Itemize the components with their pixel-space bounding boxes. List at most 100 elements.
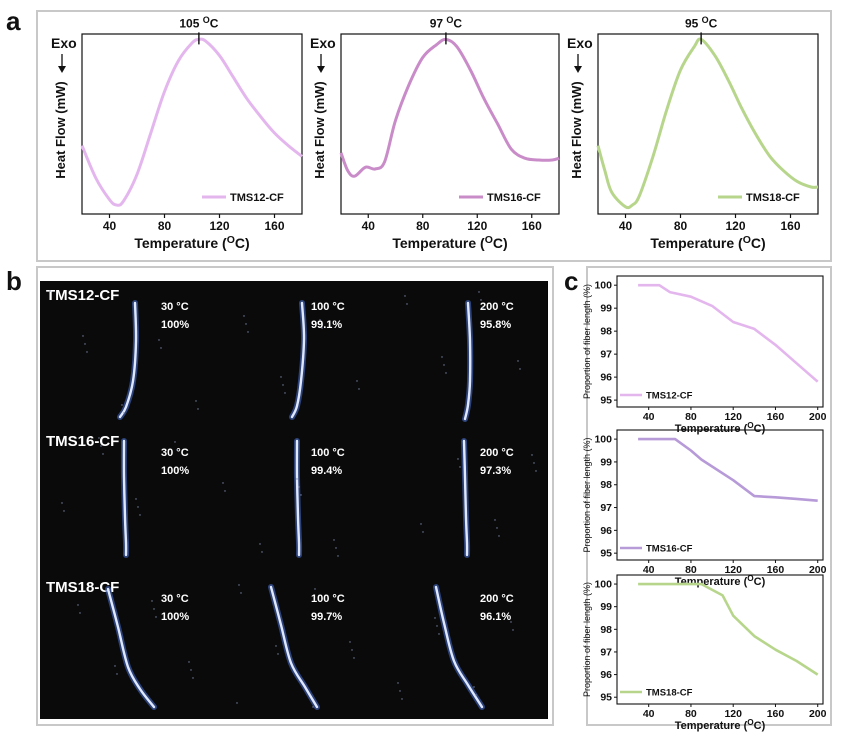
y-tick-label: 97: [600, 502, 612, 514]
legend-label: TMS12-CF: [646, 391, 693, 402]
y-tick-label: 100: [594, 280, 612, 292]
fiber-photo-cell: 200 °C 96.1%: [378, 573, 547, 719]
y-tick-label: 97: [600, 349, 612, 361]
y-tick-label: 99: [600, 601, 612, 613]
dust-speck: [261, 551, 263, 553]
legend-label: TMS12-CF: [230, 192, 284, 204]
dust-speck: [296, 478, 298, 480]
dust-speck: [188, 661, 190, 663]
dust-speck: [224, 490, 226, 492]
dust-speck: [519, 368, 521, 370]
dust-speck: [321, 327, 323, 329]
fiber-strand: [295, 439, 301, 557]
x-tick-label: 80: [685, 564, 697, 576]
dust-speck: [406, 303, 408, 305]
dust-speck: [114, 665, 116, 667]
length-percent-label: 100%: [161, 465, 190, 477]
fiber-photo-grid: TMS12-CF 30 °C 100% 100 °C 99.1% 200 °C 95.8% T…: [40, 281, 548, 719]
dust-speck: [123, 412, 125, 414]
fiber-photo-cell: 200 °C 95.8%: [378, 281, 547, 427]
x-tick-label: 120: [209, 219, 229, 233]
y-tick-label: 99: [600, 303, 612, 315]
x-tick-label: 80: [158, 219, 172, 233]
dust-speck: [197, 408, 199, 410]
y-axis-label: Proportion of fiber length (%): [582, 284, 592, 399]
dust-speck: [531, 454, 533, 456]
x-tick-label: 40: [619, 219, 633, 233]
dust-speck: [298, 486, 300, 488]
y-axis-label: Heat Flow (mW): [569, 81, 584, 179]
panel-c-frame: [586, 266, 832, 726]
dust-speck: [512, 629, 514, 631]
dust-speck: [155, 616, 157, 618]
x-axis-label: Temperature (OC): [675, 421, 766, 435]
x-tick-label: 160: [767, 564, 785, 576]
dust-speck: [401, 698, 403, 700]
dust-speck: [422, 531, 424, 533]
y-tick-label: 98: [600, 624, 612, 636]
y-tick-label: 96: [600, 372, 612, 384]
x-tick-label: 80: [685, 411, 697, 423]
dust-speck: [475, 694, 477, 696]
dust-speck: [399, 690, 401, 692]
fiber-strand: [269, 585, 319, 709]
fiber-strand: [462, 439, 469, 557]
length-percent-label: 100%: [161, 319, 190, 331]
sample-label: TMS12-CF: [46, 287, 120, 304]
x-axis-label: Temperature (OC): [392, 234, 507, 251]
dust-speck: [84, 343, 86, 345]
y-tick-label: 97: [600, 646, 612, 658]
length-percent-label: 99.4%: [311, 465, 343, 477]
length-chart-3: 40 80 120 160 200 95 96 97 98 99 100 TMS18-CF Propor…: [582, 574, 827, 732]
temperature-label: 30 °C: [161, 447, 189, 459]
length-percent-label: 100%: [161, 611, 190, 623]
dust-speck: [333, 539, 335, 541]
length-line: [638, 283, 819, 383]
exo-arrow-head: [317, 66, 325, 73]
dust-speck: [277, 653, 279, 655]
x-tick-label: 160: [767, 708, 785, 720]
x-tick-label: 200: [809, 708, 827, 720]
dust-speck: [190, 669, 192, 671]
peak-label: 95 OC: [685, 15, 718, 30]
y-tick-label: 99: [600, 456, 612, 468]
y-tick-label: 96: [600, 525, 612, 537]
x-tick-label: 160: [264, 219, 284, 233]
dust-speck: [498, 535, 500, 537]
fiber-image: [243, 300, 360, 420]
x-tick-label: 160: [522, 219, 542, 233]
y-tick-label: 98: [600, 479, 612, 491]
fiber-photo-cell: 100 °C 99.7%: [209, 573, 378, 719]
dust-speck: [438, 633, 440, 635]
fiber-image: [397, 584, 514, 710]
dsc-chart-1: 40 80 120 160 105 OC TMS12-CF Heat Flow (mW) Te…: [51, 15, 303, 251]
dsc-curve: [596, 37, 819, 210]
dsc-curve: [80, 37, 303, 207]
dust-speck: [473, 686, 475, 688]
dust-speck: [61, 502, 63, 504]
y-tick-label: 100: [594, 579, 612, 591]
x-tick-label: 120: [467, 219, 487, 233]
dust-speck: [535, 470, 537, 472]
dust-speck: [139, 514, 141, 516]
plot-frame: [81, 33, 303, 215]
dust-speck: [135, 498, 137, 500]
fiber-photo-cell: 100 °C 99.1%: [209, 281, 378, 427]
dust-speck: [259, 543, 261, 545]
length-line: [638, 437, 818, 502]
dust-speck: [280, 376, 282, 378]
fiber-strand: [434, 585, 484, 709]
dust-speck: [356, 380, 358, 382]
dsc-chart-2: 40 80 120 160 97 OC TMS16-CF Heat Flow (mW) Tem…: [310, 15, 560, 251]
plot-frame: [616, 429, 824, 561]
legend-label: TMS18-CF: [746, 192, 800, 204]
legend-label: TMS18-CF: [646, 688, 693, 699]
dust-speck: [496, 527, 498, 529]
dust-speck: [335, 547, 337, 549]
peak-label: 105 OC: [179, 15, 218, 30]
dust-speck: [459, 466, 461, 468]
fiber-photo-cell: TMS16-CF 30 °C 100%: [40, 427, 209, 573]
x-axis-label: Temperature (OC): [675, 718, 766, 732]
sample-label: TMS18-CF: [46, 579, 120, 596]
temperature-label: 100 °C: [311, 447, 345, 459]
